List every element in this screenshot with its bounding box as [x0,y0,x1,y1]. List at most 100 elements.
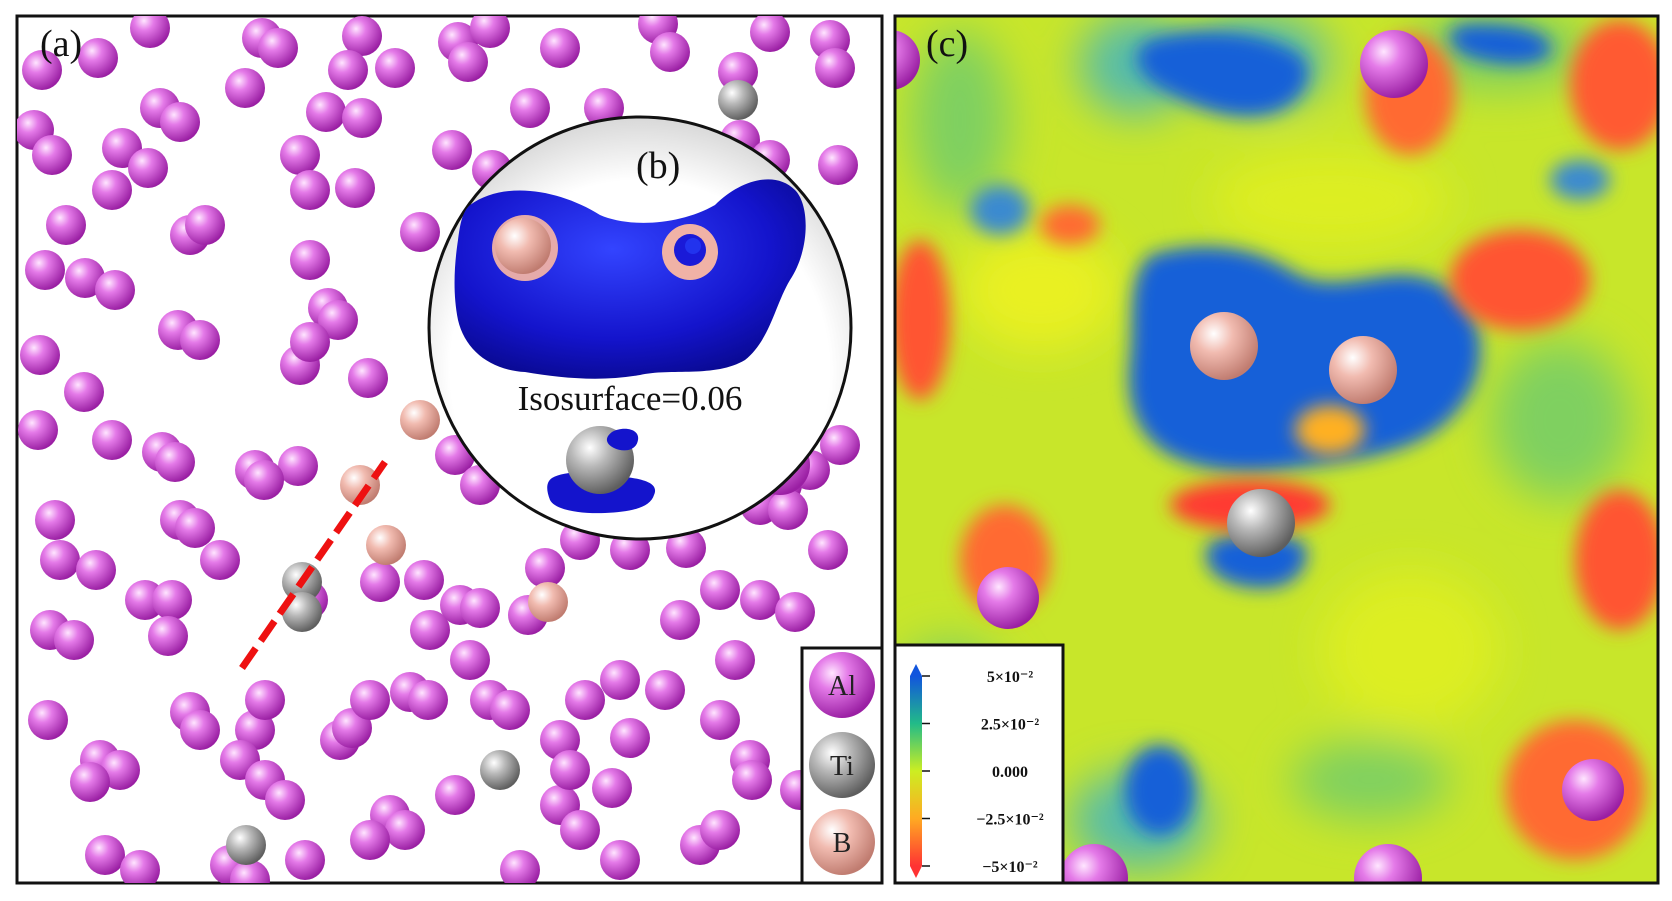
legend-al-label: Al [828,671,856,702]
al-atom [155,442,195,482]
atom-legend: Al Ti B [800,646,884,885]
al-atom [20,335,60,375]
isosurface-b-atom-right-inner [685,238,701,254]
al-atom [400,212,440,252]
al-atom [244,460,284,500]
al-atom [290,322,330,362]
al-atom [85,835,125,875]
al-atom [660,600,700,640]
al-atom [335,168,375,208]
legend-ti-label: Ti [830,751,854,782]
al-atom [290,170,330,210]
al-atom [700,570,740,610]
al-atom [348,358,388,398]
al-atom [148,616,188,656]
panel-b-inset: (b) Isosurface=0.06 [427,115,853,541]
al-atom [650,32,690,72]
panel-a-label: (a) [40,23,82,65]
al-atom [290,240,330,280]
al-atom [490,690,530,730]
al-atom [450,640,490,680]
al-atom [600,840,640,880]
b-atom [400,400,440,440]
boundary-dashed-line [239,460,388,670]
al-atom [718,52,758,92]
al-atom [342,98,382,138]
al-atom [470,16,510,48]
al-atom [610,718,650,758]
al-atom [565,680,605,720]
al-atom [666,528,706,568]
al-atom [70,762,110,802]
map-al-atom-4 [1060,844,1128,883]
b-atom [366,525,406,565]
al-atom [306,92,346,132]
legend-item-ti: Ti [809,732,875,798]
al-atom [540,28,580,68]
b-atom [528,582,568,622]
isosurface-label: Isosurface=0.06 [518,379,743,418]
al-atom [35,500,75,540]
al-atom [78,38,118,78]
al-atom [185,205,225,245]
map-ti-atom [1227,489,1295,557]
al-atom [245,680,285,720]
al-atom [700,700,740,740]
al-atom [25,250,65,290]
al-atom [732,760,772,800]
colorbar-tick-label: −2.5×10⁻² [976,812,1044,829]
al-atom [404,560,444,600]
al-atom [152,580,192,620]
al-atom [128,148,168,188]
al-atom [550,750,590,790]
b-atom [340,465,380,505]
al-atom [645,670,685,710]
legend-b-sphere [809,809,875,875]
al-atom [32,135,72,175]
al-atom [350,820,390,860]
al-atom [715,640,755,680]
al-atom [808,530,848,570]
al-atom [278,446,318,486]
legend-item-al: Al [809,652,875,718]
al-atom [22,50,62,90]
map-al-atom-5 [1354,844,1422,883]
colorbar-tick-label: 2.5×10⁻² [981,717,1040,734]
ti-isosurface-top [606,428,639,451]
al-atom [54,620,94,660]
al-atom [820,425,860,465]
al-atom [175,508,215,548]
al-atom [360,562,400,602]
colorbar-tick-label: 5×10⁻² [987,669,1034,686]
al-atom [500,850,540,883]
al-atom [448,42,488,82]
colorbar: 5×10⁻² 2.5×10⁻² 0.000 −2.5×10⁻² −5×10⁻² [893,643,1065,885]
colorbar-bottom-arrow [910,866,922,878]
al-atom [510,88,550,128]
al-atom [180,710,220,750]
legend-item-b: B [809,809,875,875]
al-atom [92,420,132,460]
al-atom [95,270,135,310]
al-atom [76,550,116,590]
panel-c-frame [893,14,1660,885]
al-atom [740,580,780,620]
al-atom [160,102,200,142]
legend-b-label: B [833,828,852,859]
al-atom [460,588,500,628]
al-atom [600,660,640,700]
al-atom [130,16,170,48]
al-atom [120,850,160,883]
map-b-atom-2 [1329,336,1397,404]
al-atom [46,205,86,245]
al-atom [410,610,450,650]
al-atom [64,372,104,412]
map-al-atom-1 [1360,30,1428,98]
al-atom [775,592,815,632]
colorbar-ticks: 5×10⁻² 2.5×10⁻² 0.000 −2.5×10⁻² −5×10⁻² [922,669,1044,876]
al-atom [18,410,58,450]
map-al-atom-6 [895,30,920,90]
colorbar-frame [893,643,1065,885]
al-atom [258,28,298,68]
